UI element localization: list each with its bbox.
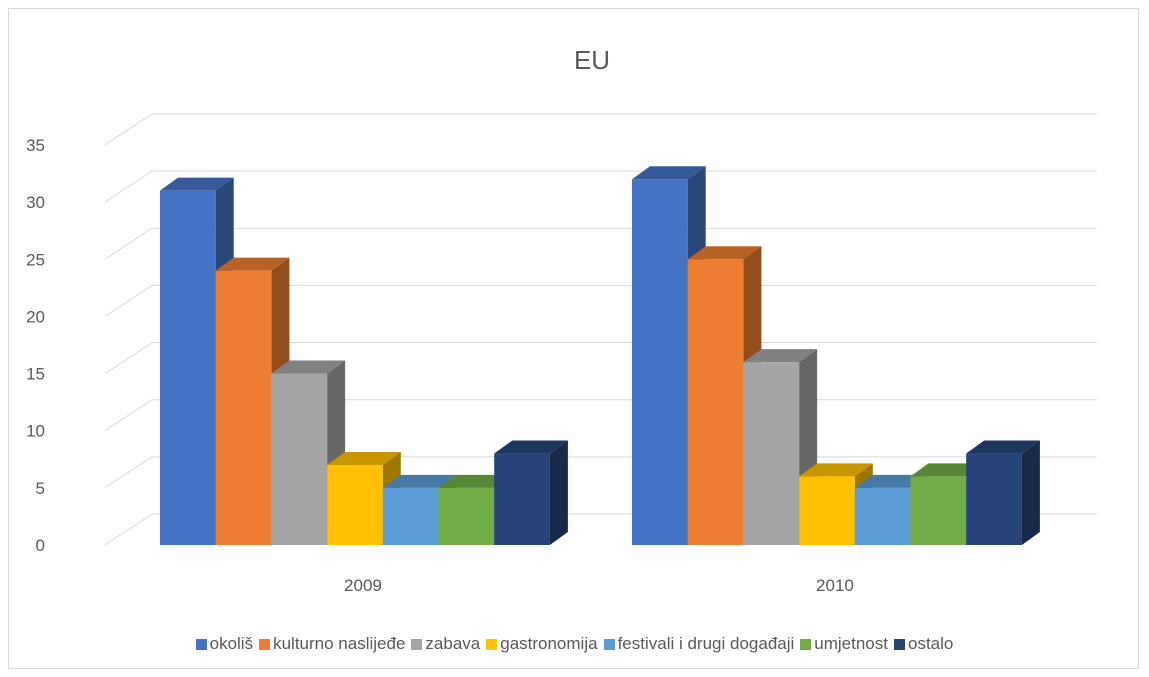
bar-top: [382, 474, 457, 488]
bar-top: [494, 440, 568, 454]
bar-front: [327, 464, 383, 545]
legend-swatch: [800, 638, 812, 650]
bar-top: [799, 463, 873, 477]
bar-top: [632, 166, 706, 180]
bar-top: [215, 257, 290, 271]
legend-label: gastronomija: [500, 634, 598, 653]
bar-front: [743, 362, 800, 545]
y-tick-label: 0: [36, 536, 45, 555]
legend-label: zabava: [425, 634, 481, 653]
gridline-depth: [104, 170, 153, 203]
legend-swatch: [603, 638, 615, 650]
bar-front: [160, 190, 216, 546]
y-tick-label: 15: [26, 365, 45, 384]
bar-front: [438, 487, 495, 545]
gridline-depth: [104, 113, 153, 146]
gridline-depth: [104, 513, 153, 546]
gridline-depth: [104, 399, 153, 432]
bar-front: [271, 373, 328, 545]
gridline-depth: [104, 227, 153, 260]
y-tick-label: 35: [26, 136, 45, 155]
legend-label: kulturno naslijeđe: [273, 634, 406, 653]
bar-top: [743, 349, 818, 363]
bar-front: [215, 270, 272, 545]
legend-swatch: [259, 638, 271, 650]
y-tick-label: 10: [26, 422, 45, 441]
bar-front: [799, 476, 855, 545]
bar-side: [549, 440, 568, 545]
legend-item: festivali i drugi događaji: [603, 634, 795, 654]
bar-side: [1021, 440, 1040, 545]
bar-top: [687, 246, 762, 260]
gridline-depth: [104, 456, 153, 489]
bar-top: [271, 360, 346, 374]
bar-top: [438, 474, 513, 488]
chart-legend: okoliš kulturno naslijeđe zabava gastronomi…: [0, 634, 1149, 655]
bar-top: [160, 177, 234, 191]
bar-front: [494, 453, 550, 545]
bar-front: [910, 476, 967, 545]
legend-item: umjetnost: [800, 634, 888, 654]
bar-top: [854, 474, 929, 488]
bar-front: [966, 453, 1022, 545]
x-tick-label: 2009: [344, 576, 382, 595]
legend-label: ostalo: [907, 634, 954, 653]
chart-title: EU: [574, 45, 610, 75]
legend-swatch: [893, 638, 905, 650]
legend-swatch: [486, 638, 498, 650]
gridline-depth: [104, 284, 153, 317]
legend-swatch: [411, 638, 423, 650]
bar: [966, 440, 1040, 545]
bar-front: [854, 487, 911, 545]
legend-swatch: [195, 638, 207, 650]
x-tick-label: 2010: [816, 576, 854, 595]
legend-item: zabava: [411, 634, 480, 654]
legend-item: gastronomija: [486, 634, 598, 654]
legend-item: okoliš: [195, 634, 254, 654]
legend-label: okoliš: [209, 634, 254, 653]
y-tick-label: 20: [26, 307, 45, 326]
legend-item: kulturno naslijeđe: [259, 634, 405, 654]
bar: [494, 440, 568, 545]
y-tick-label: 5: [36, 479, 45, 498]
bar-top: [910, 463, 985, 477]
bar-front: [632, 179, 688, 546]
legend-label: umjetnost: [814, 634, 888, 653]
legend-item: ostalo: [893, 634, 954, 654]
legend-label: festivali i drugi događaji: [617, 634, 795, 653]
gridline-depth: [104, 342, 153, 374]
bar-front: [382, 487, 439, 545]
y-tick-label: 30: [26, 193, 45, 212]
bar-front: [687, 259, 744, 545]
bar-top: [966, 440, 1040, 454]
y-tick-label: 25: [26, 250, 45, 269]
bar-top: [327, 451, 401, 465]
